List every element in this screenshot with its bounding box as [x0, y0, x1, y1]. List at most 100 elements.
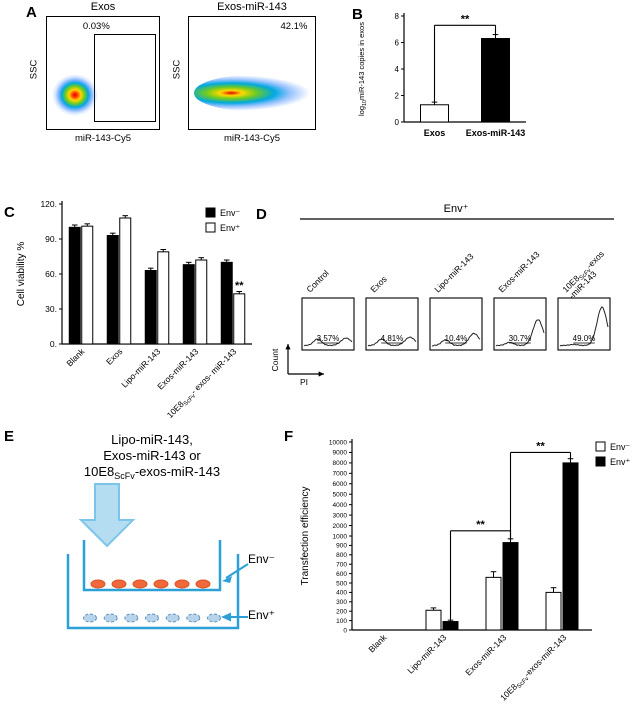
y-tick-label: 1000 [333, 533, 348, 540]
x-category-label: 10E8ScFv-exos-miR-143 [498, 632, 570, 704]
y-tick-label: 0 [343, 627, 347, 634]
y-tick-label: 100 [336, 618, 347, 625]
gate-percentage: 0.03% [82, 21, 110, 33]
y-tick-label: 700 [336, 561, 347, 568]
treatment-line-2: Exos-miR-143 or [103, 448, 201, 463]
legend-swatch [205, 222, 216, 233]
bar [442, 621, 459, 631]
flow-plot-title-exos: Exos [90, 1, 116, 13]
chart-mir143-copies: 0 2 4 6 8 log10miR-143 copies in exos Exos Exos… [354, 2, 540, 170]
env-negative-label: Env⁻ [248, 552, 276, 566]
bar [233, 293, 246, 345]
y-axis-title-ssc: SSC [171, 59, 183, 80]
env-positive-cells [83, 613, 221, 623]
bar [481, 38, 510, 123]
x-category-label: 10E8ScFv- exos- miR-143 [165, 346, 240, 421]
legend-label: Env⁺ [220, 223, 241, 233]
sig-stars: ** [235, 280, 244, 292]
gate-percentage: 42.1% [280, 21, 308, 33]
cell-population-blob [194, 75, 310, 112]
x-category-label: Exos-miR-143 [463, 632, 508, 677]
y-tick-label: 400 [336, 590, 347, 597]
histogram-box [301, 297, 355, 351]
bar [545, 591, 562, 631]
bar [220, 261, 233, 345]
axis-arrow-head [285, 344, 291, 350]
chart-cell-viability: 0. 30. 60. 90. 120. Cell viability % Blank Exos… [8, 194, 260, 428]
x-category-label: Lipo-miR-143 [405, 632, 448, 675]
histogram-box [557, 297, 611, 351]
histogram-label: Lipo-miR-143 [432, 251, 475, 294]
legend-label: Env⁺ [610, 457, 631, 467]
panel-label-f: F [284, 428, 294, 445]
y-tick-label: 6000 [333, 481, 348, 488]
panel-d-header: Env⁺ [444, 203, 469, 215]
histogram-label: Exos-miR-143 [496, 249, 541, 294]
bar [502, 542, 519, 631]
y-axis-title-ssc: SSC [28, 59, 40, 80]
axis-arrow-head [318, 371, 324, 377]
flow-gate [94, 33, 156, 123]
x-category-label: Exos-miR-143 [466, 128, 526, 138]
histogram-curve [367, 336, 417, 347]
y-tick-label: 4000 [333, 502, 348, 509]
x-category-label: Exos [104, 346, 124, 366]
bar [119, 217, 132, 345]
legend-label: Env⁻ [610, 442, 631, 452]
y-tick-label: 7000 [333, 471, 348, 478]
chart-transfection-efficiency: 0 100 200 300 400 500 600 700 800 900 1000 2000 3000… [296, 426, 640, 709]
flow-histogram-panel: Env⁺ Control 3.57% Exos 4.81% Lipo-miR-143 10.… [262, 198, 640, 390]
bar [420, 104, 449, 123]
y-tick-label: 10000 [329, 439, 347, 446]
y-axis-title: log10miR-143 copies in exos [357, 22, 368, 116]
histogram-curve [559, 306, 609, 347]
panel-label-d: D [256, 206, 267, 223]
y-tick-label: 9000 [333, 450, 348, 457]
count-axis-label: Count [270, 348, 280, 371]
sig-stars: ** [461, 13, 470, 25]
bar-chart-cell-viability: 0. 30. 60. 90. 120. Cell viability % Blank Exos… [16, 199, 252, 421]
sig-stars: ** [536, 440, 545, 452]
env-positive-arrow [221, 612, 248, 622]
x-category-label: Blank [366, 632, 389, 655]
legend-swatch [595, 441, 606, 452]
y-tick-label: 0 [395, 118, 400, 127]
histogram-label: 10E8ScFv-exos-miR-143 [560, 249, 612, 301]
env-negative-arrow [222, 563, 249, 583]
y-tick-label: 8000 [333, 460, 348, 467]
histogram-box [429, 297, 483, 351]
bar [195, 259, 208, 345]
histogram-curve [303, 337, 353, 347]
histogram-curve [495, 319, 545, 347]
bar [182, 264, 195, 345]
histogram-box [493, 297, 547, 351]
y-tick-label: 2000 [333, 523, 348, 530]
transwell-insert [82, 540, 222, 592]
bar-chart-transfection-efficiency: 0 100 200 300 400 500 600 700 800 900 1000 2000 3000… [300, 439, 631, 704]
y-tick-label: 600 [336, 571, 347, 578]
bar [425, 609, 442, 631]
bar-chart-mir143-copies: 0 2 4 6 8 log10miR-143 copies in exos Exos Exos… [357, 12, 526, 138]
y-tick-label: 30. [45, 304, 57, 314]
flow-plot-title-exos-mir143: Exos-miR-143 [217, 1, 287, 13]
scfv-subscript: ScFv [114, 471, 135, 481]
histogram-label: Exos [368, 274, 388, 294]
bar [157, 251, 170, 345]
bar [106, 235, 119, 345]
histogram-curve [431, 332, 481, 347]
transwell-outer-well [66, 554, 240, 630]
x-axis-title-cy5: miR-143-Cy5 [75, 133, 131, 144]
histogram-box [365, 297, 419, 351]
y-tick-label: 300 [336, 599, 347, 606]
histogram-percent: 4.81% [381, 334, 404, 343]
y-tick-label: 800 [336, 552, 347, 559]
bar [68, 226, 81, 345]
bar [485, 576, 502, 631]
histogram-percent: 10.4% [445, 334, 468, 343]
y-tick-label: 2 [395, 91, 400, 100]
y-axis-title: Transfection efficiency [300, 487, 311, 586]
treatment-text: Lipo-miR-143, Exos-miR-143 or 10E8ScFv-e… [46, 432, 258, 484]
flow-dot-plot-exos: 0.03% [46, 16, 160, 130]
histogram-label: Control [304, 268, 331, 295]
